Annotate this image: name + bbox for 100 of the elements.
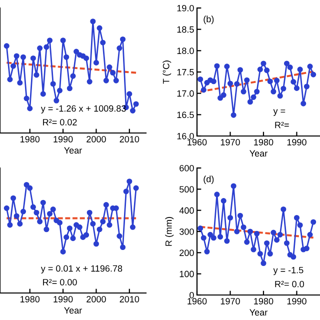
x-axis-title: Year bbox=[250, 309, 268, 316]
point bbox=[217, 95, 224, 101]
point bbox=[257, 250, 263, 257]
y-tick-label: 400 bbox=[179, 207, 194, 214]
point bbox=[224, 64, 230, 70]
point bbox=[284, 240, 290, 246]
point bbox=[14, 213, 20, 219]
point bbox=[310, 72, 316, 78]
x-tick-label: 1980 bbox=[254, 139, 274, 146]
x-tick-label: 1990 bbox=[287, 298, 306, 304]
point bbox=[133, 101, 139, 107]
point bbox=[96, 226, 102, 232]
annotation: y = -1.5 bbox=[273, 266, 304, 276]
x-tick-label: 1990 bbox=[54, 136, 73, 142]
point bbox=[54, 98, 60, 104]
point bbox=[214, 192, 220, 198]
point bbox=[280, 206, 286, 212]
point bbox=[100, 218, 106, 224]
point bbox=[287, 64, 293, 70]
point bbox=[247, 99, 253, 105]
point bbox=[257, 66, 263, 72]
point bbox=[274, 237, 280, 243]
point bbox=[30, 204, 36, 210]
annotation: y = -1.26 x + 1009.83 bbox=[40, 105, 126, 114]
y-tick-label: 17.0 bbox=[177, 90, 194, 97]
y-tick-label: 19.0 bbox=[177, 4, 194, 12]
point bbox=[44, 226, 50, 232]
point bbox=[264, 68, 270, 74]
point bbox=[200, 87, 206, 93]
point bbox=[14, 53, 20, 59]
point bbox=[198, 76, 204, 82]
annotation: R²= bbox=[275, 122, 289, 128]
y-tick-label: 100 bbox=[180, 270, 194, 278]
point bbox=[110, 70, 116, 76]
point bbox=[120, 36, 126, 42]
point bbox=[204, 80, 210, 86]
point bbox=[270, 88, 276, 94]
point bbox=[86, 210, 92, 216]
point bbox=[27, 185, 33, 191]
point bbox=[274, 78, 280, 84]
point bbox=[116, 45, 122, 51]
x-tick-label: 2000 bbox=[86, 136, 106, 142]
y-tick-label: 17.5 bbox=[177, 69, 194, 76]
point bbox=[217, 234, 224, 240]
point bbox=[100, 40, 106, 46]
point bbox=[50, 206, 56, 212]
point bbox=[204, 248, 210, 254]
point bbox=[220, 198, 226, 204]
point bbox=[260, 60, 266, 66]
point bbox=[66, 86, 72, 92]
point bbox=[10, 63, 16, 69]
point bbox=[20, 54, 26, 60]
point bbox=[240, 88, 246, 94]
point bbox=[304, 246, 310, 252]
point bbox=[254, 230, 260, 236]
y-tick-label: 18.0 bbox=[177, 48, 194, 54]
point bbox=[237, 212, 243, 218]
y-axis-title: R (mm) bbox=[165, 217, 174, 246]
point bbox=[66, 225, 72, 232]
point bbox=[250, 94, 256, 100]
point bbox=[116, 233, 122, 239]
point bbox=[130, 108, 136, 114]
point bbox=[44, 44, 50, 50]
annotation: R²= 0.02 bbox=[43, 119, 77, 126]
point bbox=[280, 86, 286, 92]
point bbox=[270, 230, 276, 236]
point bbox=[70, 236, 76, 242]
annotation: y = 0.01 x + 1196.78 bbox=[40, 265, 122, 274]
point bbox=[126, 91, 132, 97]
point bbox=[224, 238, 230, 244]
text: (b) bbox=[204, 16, 214, 24]
point bbox=[4, 43, 10, 49]
point bbox=[83, 55, 90, 61]
x-tick-label: 1960 bbox=[188, 139, 207, 146]
point bbox=[307, 232, 313, 238]
point bbox=[86, 78, 92, 84]
point bbox=[198, 226, 204, 232]
point bbox=[130, 224, 136, 230]
x-tick-label: 1980 bbox=[20, 296, 40, 302]
annotation: y = bbox=[273, 109, 286, 116]
point bbox=[4, 205, 10, 211]
point bbox=[90, 18, 96, 24]
point bbox=[264, 240, 270, 246]
point bbox=[244, 77, 250, 83]
x-tick-label: 1980 bbox=[254, 298, 274, 304]
point bbox=[120, 244, 126, 250]
point bbox=[76, 224, 82, 230]
point bbox=[93, 60, 100, 66]
point bbox=[24, 182, 30, 188]
point bbox=[37, 45, 43, 51]
point bbox=[64, 234, 70, 240]
x-axis-title: Year bbox=[64, 147, 82, 154]
point bbox=[103, 202, 109, 208]
point bbox=[40, 200, 46, 206]
x-tick-label: 2000 bbox=[86, 296, 106, 302]
point bbox=[227, 214, 234, 221]
point bbox=[37, 218, 43, 224]
point bbox=[227, 80, 234, 86]
point bbox=[297, 66, 303, 72]
point bbox=[56, 88, 63, 94]
